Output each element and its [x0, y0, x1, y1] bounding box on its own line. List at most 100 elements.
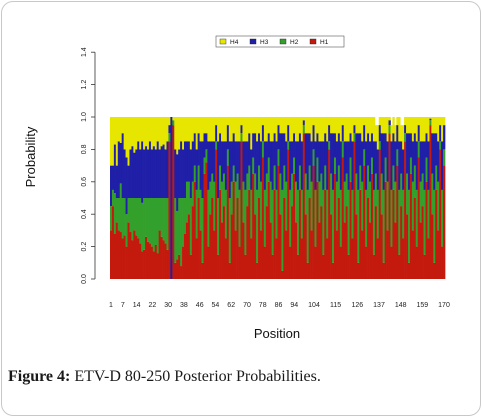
bar-segment-h2	[193, 165, 197, 182]
bar-segment-h2	[164, 198, 167, 244]
bar-segment-h1	[224, 238, 228, 279]
bar-segment-h1	[433, 262, 436, 279]
bar-segment-h2	[221, 181, 224, 223]
bar-segment-h3	[199, 141, 202, 190]
bar-segment-h1	[318, 222, 321, 279]
bar-segment-h4	[370, 117, 374, 134]
bar-segment-h4	[413, 117, 417, 134]
bar-segment-h3	[409, 133, 413, 158]
bar-segment-h4	[221, 117, 224, 142]
bar-segment-h1	[160, 236, 163, 279]
bar-segment-h2	[252, 157, 255, 174]
bar-segment-h1	[347, 254, 350, 279]
bar-segment-h4	[283, 117, 286, 134]
bar-segment-h3	[269, 141, 273, 182]
bar-segment-h4	[349, 117, 352, 134]
legend-swatch-h3	[249, 38, 257, 45]
bar-segment-h2	[431, 173, 434, 215]
bar-segment-h3	[380, 133, 384, 174]
bar-segment-h3	[370, 133, 374, 158]
bar-segment-h2	[246, 173, 249, 207]
bar-segment-h2	[154, 198, 158, 245]
bar-segment-h3	[376, 149, 380, 190]
bar-segment-h4	[254, 117, 257, 134]
bar-segment-h1	[384, 181, 387, 279]
bar-segment-h3	[369, 141, 372, 182]
bar-segment-h2	[131, 198, 134, 241]
bar-segment-h4	[189, 117, 193, 150]
bar-segment-h1	[415, 246, 419, 279]
bar-segment-h4	[228, 117, 232, 142]
bar-segment-h4	[394, 125, 397, 142]
bar-segment-h4	[172, 117, 175, 121]
x-tick-label: 126	[351, 302, 363, 309]
bar-segment-h2	[407, 189, 411, 263]
bar-segment-h3	[164, 149, 167, 198]
bar-segment-h2	[425, 157, 428, 182]
bar-segment-h3	[333, 133, 337, 158]
bar-segment-h2	[207, 189, 210, 247]
bar-segment-h4	[248, 117, 251, 134]
bar-segment-h4	[187, 117, 191, 142]
bar-segment-h1	[296, 254, 300, 279]
bar-segment-h4	[240, 117, 243, 126]
bar-segment-h2	[222, 173, 226, 207]
bar-segment-h2	[166, 198, 169, 250]
bar-segment-h3	[384, 133, 387, 158]
bar-segment-h2	[213, 181, 216, 231]
bar-segment-h1	[125, 246, 128, 279]
bar-segment-h4	[372, 117, 376, 142]
bar-segment-h1	[339, 246, 343, 279]
bar-segment-h1	[369, 222, 372, 279]
bar-segment-h3	[125, 157, 128, 215]
bar-segment-h4	[421, 117, 424, 142]
bar-segment-h1	[113, 233, 117, 279]
bar-segment-h1	[141, 251, 144, 279]
bar-segment-h3	[431, 133, 434, 174]
x-tick-label: 7	[121, 302, 125, 309]
bar-segment-h4	[246, 117, 249, 142]
bar-segment-h2	[382, 189, 385, 263]
bar-segment-h3	[261, 125, 265, 142]
bar-segment-h1	[404, 141, 407, 279]
bar-segment-h4	[271, 117, 274, 142]
bar-segment-h2	[226, 149, 230, 166]
x-tick-label: 115	[330, 302, 341, 309]
bar-segment-h1	[320, 206, 323, 279]
bar-segment-h1	[351, 238, 354, 279]
bar-segment-h4	[359, 117, 362, 134]
bar-segment-h3	[439, 125, 442, 142]
bar-segment-h3	[289, 141, 292, 190]
bar-segment-h1	[219, 189, 222, 279]
bar-segment-h3	[347, 141, 350, 190]
bar-segment-h4	[355, 117, 358, 134]
bar-segment-h3	[281, 133, 284, 190]
bar-segment-h4	[205, 117, 208, 134]
bar-segment-h2	[347, 189, 350, 255]
bar-segment-h1	[312, 165, 315, 279]
bar-segment-h3	[443, 125, 446, 150]
bar-segment-h1	[221, 222, 224, 279]
bar-segment-h2	[437, 181, 440, 231]
bar-segment-h1	[279, 214, 282, 279]
bar-segment-h3	[415, 141, 419, 190]
x-tick-label: 22	[149, 302, 157, 309]
bar-segment-h4	[180, 117, 183, 142]
bar-segment-h2	[143, 198, 146, 250]
bar-segment-h4	[433, 117, 436, 134]
bar-segment-h1	[176, 259, 179, 279]
bar-segment-h4	[261, 117, 265, 126]
bar-segment-h2	[357, 189, 360, 263]
bar-segment-h1	[398, 254, 401, 279]
bar-segment-h1	[240, 141, 243, 279]
bar-segment-h4	[209, 117, 212, 142]
bar-segment-h3	[168, 125, 171, 134]
bar-segment-h3	[337, 133, 341, 166]
bar-segment-h3	[189, 149, 193, 198]
bar-segment-h2	[121, 198, 124, 239]
bar-segment-h3	[273, 133, 276, 166]
bar-segment-h3	[372, 141, 376, 190]
bar-segment-h1	[298, 189, 302, 279]
bar-segment-h1	[386, 230, 389, 279]
bar-segment-h1	[178, 254, 181, 279]
